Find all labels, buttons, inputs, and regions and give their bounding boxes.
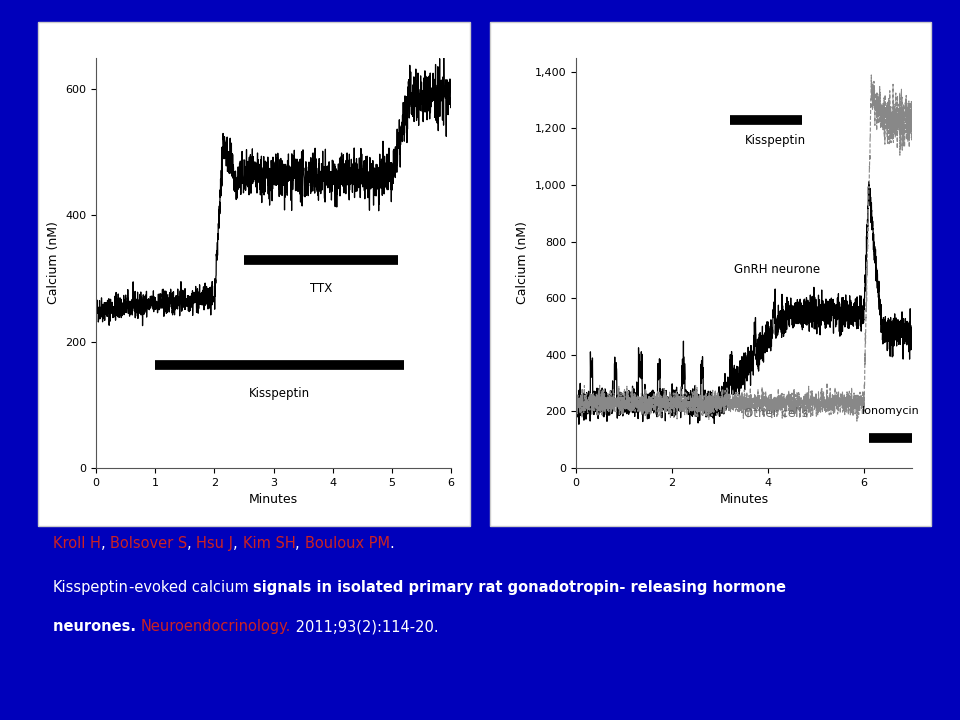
Text: Bouloux PM: Bouloux PM bbox=[304, 536, 390, 552]
Text: Ionomycin: Ionomycin bbox=[861, 405, 920, 415]
Text: Kim SH: Kim SH bbox=[243, 536, 296, 552]
Text: Kisspeptin: Kisspeptin bbox=[249, 387, 310, 400]
Text: Kisspeptin: Kisspeptin bbox=[53, 580, 129, 595]
Text: ,: , bbox=[296, 536, 304, 552]
Text: ,: , bbox=[101, 536, 110, 552]
X-axis label: Minutes: Minutes bbox=[719, 493, 769, 506]
Text: ,: , bbox=[187, 536, 197, 552]
Text: Kisspeptin: Kisspeptin bbox=[745, 134, 805, 147]
Text: TTX: TTX bbox=[310, 282, 332, 294]
X-axis label: Minutes: Minutes bbox=[249, 493, 299, 506]
Text: -evoked calcium: -evoked calcium bbox=[129, 580, 253, 595]
Text: neurones.: neurones. bbox=[53, 619, 141, 634]
Text: ,: , bbox=[233, 536, 243, 552]
Text: 2011;93(2):114-20.: 2011;93(2):114-20. bbox=[291, 619, 439, 634]
Y-axis label: Calcium (nM): Calcium (nM) bbox=[47, 221, 60, 305]
Y-axis label: Calcium (nM): Calcium (nM) bbox=[516, 221, 529, 305]
Text: signals in isolated primary rat gonadotropin- releasing hormone: signals in isolated primary rat gonadotr… bbox=[253, 580, 786, 595]
Text: Bolsover S: Bolsover S bbox=[110, 536, 187, 552]
Text: Hsu J: Hsu J bbox=[197, 536, 233, 552]
Text: Kroll H: Kroll H bbox=[53, 536, 101, 552]
Text: GnRH neurone: GnRH neurone bbox=[734, 263, 821, 276]
Text: .: . bbox=[390, 536, 395, 552]
Text: Other cells: Other cells bbox=[744, 407, 808, 420]
Text: Neuroendocrinology.: Neuroendocrinology. bbox=[141, 619, 291, 634]
